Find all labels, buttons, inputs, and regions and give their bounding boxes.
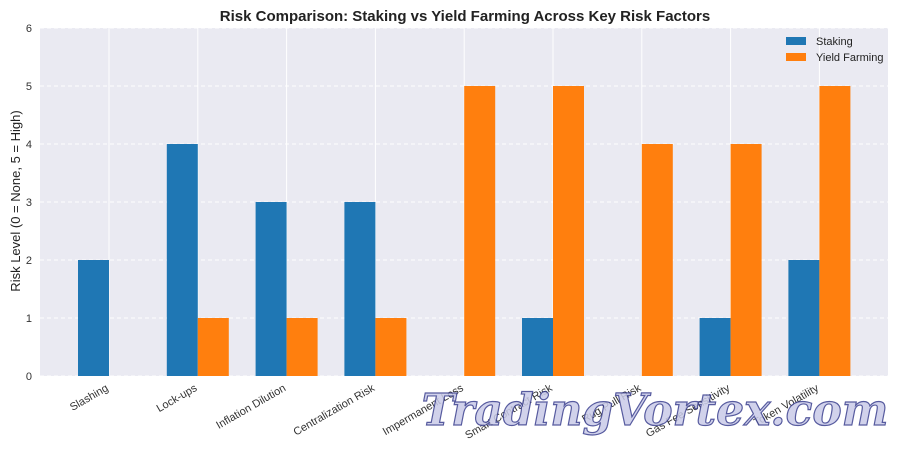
- legend: Staking Yield Farming: [786, 36, 883, 64]
- bar-yield-farming: [641, 144, 673, 376]
- bar-yield-farming: [819, 86, 851, 376]
- legend-swatch: [786, 37, 806, 45]
- bar-yield-farming: [553, 86, 584, 376]
- bar-staking: [699, 318, 731, 376]
- x-tick-label: Lock-ups: [155, 382, 200, 415]
- bar-yield-farming: [197, 318, 229, 376]
- bar-staking: [255, 202, 287, 376]
- bar-yield-farming: [730, 144, 762, 376]
- legend-label: Staking: [816, 36, 853, 48]
- bar-yield-farming: [286, 318, 318, 376]
- bars: [78, 86, 851, 376]
- y-tick-label: 0: [26, 371, 32, 383]
- chart-title: Risk Comparison: Staking vs Yield Farmin…: [220, 8, 710, 25]
- bar-staking: [522, 318, 553, 376]
- bar-yield-farming: [375, 318, 407, 376]
- y-tick-label: 2: [26, 255, 32, 267]
- bar-staking: [78, 260, 109, 376]
- x-tick-label: Centralization Risk: [291, 382, 377, 438]
- bar-staking: [788, 260, 820, 376]
- x-tick-label: Inflation Dilution: [214, 382, 288, 432]
- y-tick-label: 6: [26, 23, 32, 35]
- x-tick-label: Slashing: [68, 382, 111, 413]
- y-tick-label: 4: [26, 139, 32, 151]
- bar-staking: [166, 144, 198, 376]
- y-tick-label: 3: [26, 197, 32, 209]
- bar-yield-farming: [464, 86, 496, 376]
- watermark: TradingVortex.com: [422, 385, 889, 436]
- legend-label: Yield Farming: [816, 52, 883, 64]
- y-tick-label: 5: [26, 81, 32, 93]
- y-ticks: 0 1 2 3 4 5 6: [26, 23, 32, 383]
- y-axis-label: Risk Level (0 = None, 5 = High): [8, 110, 23, 291]
- bar-staking: [344, 202, 376, 376]
- y-tick-label: 1: [26, 313, 32, 325]
- legend-swatch: [786, 53, 806, 61]
